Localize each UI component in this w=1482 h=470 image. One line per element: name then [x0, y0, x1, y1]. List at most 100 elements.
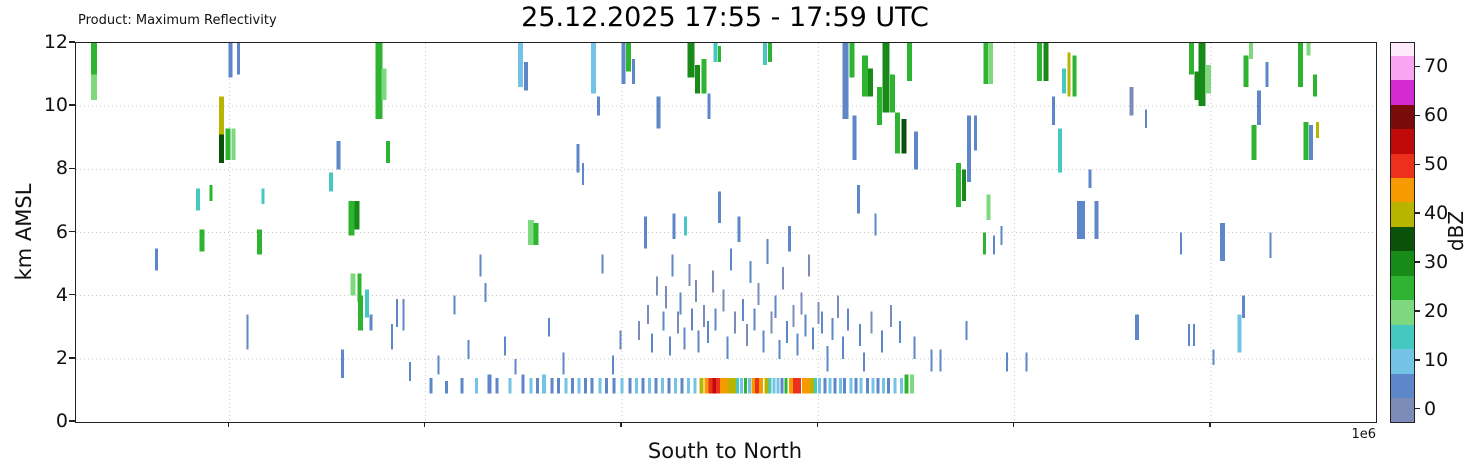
colorbar-segment — [1391, 153, 1414, 178]
reflectivity-bar — [1198, 43, 1206, 107]
reflectivity-bar — [697, 330, 700, 353]
reflectivity-bar — [722, 289, 725, 312]
reflectivity-bar — [1220, 223, 1226, 261]
reflectivity-bar — [155, 248, 159, 271]
colorbar — [1390, 42, 1415, 423]
reflectivity-bar — [986, 194, 991, 220]
reflectivity-bar — [694, 65, 700, 94]
reflectivity-bar — [381, 68, 387, 100]
reflectivity-bar — [1316, 122, 1319, 138]
reflectivity-bar — [852, 115, 857, 160]
reflectivity-bar — [584, 377, 588, 394]
reflectivity-bar — [460, 377, 464, 394]
reflectivity-bar — [467, 339, 470, 359]
reflectivity-bar — [429, 377, 433, 394]
reflectivity-bar — [778, 339, 781, 359]
colorbar-segment — [1391, 55, 1414, 81]
y-tick-label: 8 — [55, 157, 68, 180]
reflectivity-bar — [261, 188, 265, 205]
colorbar-segment — [1391, 373, 1414, 399]
reflectivity-bar — [665, 286, 668, 309]
reflectivity-bar — [246, 314, 249, 350]
reflectivity-bar — [786, 320, 789, 343]
reflectivity-bar — [747, 377, 751, 394]
reflectivity-bar — [445, 380, 448, 394]
reflectivity-bar — [712, 270, 714, 293]
x-tick-mark — [424, 422, 426, 427]
reflectivity-bar — [1212, 349, 1215, 366]
reflectivity-bar — [1193, 324, 1195, 347]
reflectivity-bar — [755, 377, 760, 394]
reflectivity-bar — [91, 43, 98, 75]
reflectivity-bar — [660, 377, 664, 394]
product-label: Product: Maximum Reflectivity — [78, 13, 277, 28]
x-axis-label: South to North — [647, 439, 803, 463]
reflectivity-bar — [673, 377, 677, 394]
reflectivity-bar — [1180, 232, 1182, 255]
reflectivity-bar — [523, 61, 528, 91]
reflectivity-bar — [887, 377, 890, 394]
reflectivity-bar — [823, 377, 827, 394]
reflectivity-bar — [796, 377, 801, 394]
reflectivity-bar — [893, 377, 897, 394]
reflectivity-bar — [716, 377, 721, 394]
reflectivity-bar — [556, 377, 560, 394]
reflectivity-bar — [1067, 52, 1071, 97]
y-tick-mark — [69, 293, 75, 296]
reflectivity-bar — [1000, 226, 1003, 246]
reflectivity-bar — [1058, 128, 1063, 173]
reflectivity-bar — [762, 330, 765, 353]
x-tick-mark — [620, 422, 622, 427]
reflectivity-bar — [621, 43, 626, 85]
reflectivity-bar — [1062, 68, 1066, 94]
reflectivity-bar — [676, 311, 679, 334]
reflectivity-bar — [836, 295, 839, 318]
reflectivity-plot-canvas — [76, 43, 1376, 422]
reflectivity-bar — [726, 336, 729, 359]
reflectivity-bar — [895, 112, 901, 154]
reflectivity-bar — [782, 267, 785, 290]
reflectivity-bar — [390, 324, 393, 350]
reflectivity-bar — [809, 377, 814, 394]
reflectivity-bar — [854, 377, 858, 394]
reflectivity-bar — [802, 377, 806, 394]
reflectivity-bar — [341, 349, 344, 378]
reflectivity-bar — [91, 74, 98, 100]
reflectivity-bar — [582, 163, 584, 186]
reflectivity-bar — [219, 96, 225, 135]
colorbar-tick-label: 70 — [1424, 55, 1449, 78]
reflectivity-bar — [849, 377, 853, 394]
reflectivity-bar — [745, 324, 748, 347]
reflectivity-bar — [1052, 96, 1056, 126]
reflectivity-bar — [800, 292, 803, 315]
colorbar-tick-mark — [1415, 310, 1420, 312]
reflectivity-bar — [1094, 200, 1099, 239]
reflectivity-bar — [776, 377, 780, 394]
y-tick-mark — [69, 104, 75, 106]
reflectivity-bar — [691, 308, 694, 331]
reflectivity-bar — [812, 327, 815, 350]
reflectivity-bar — [736, 377, 740, 394]
reflectivity-bar — [749, 260, 752, 283]
reflectivity-bar — [870, 311, 873, 334]
plot-area — [75, 42, 1377, 423]
reflectivity-bar — [774, 295, 777, 318]
reflectivity-bar — [369, 314, 373, 331]
reflectivity-bar — [671, 254, 674, 277]
reflectivity-bar — [744, 377, 747, 394]
reflectivity-bar — [686, 377, 690, 394]
reflectivity-bar — [521, 374, 525, 394]
reflectivity-bar — [548, 317, 551, 337]
reflectivity-bar — [833, 377, 837, 394]
reflectivity-bar — [730, 248, 733, 271]
reflectivity-bar — [842, 43, 849, 119]
reflectivity-bar — [684, 216, 688, 236]
reflectivity-bar — [913, 131, 918, 170]
x-tick-mark — [1012, 422, 1015, 427]
reflectivity-bar — [789, 377, 793, 394]
reflectivity-bar — [669, 336, 672, 356]
reflectivity-bar — [842, 336, 844, 359]
reflectivity-bar — [529, 377, 533, 394]
x-tick-mark — [1209, 422, 1211, 427]
colorbar-segment — [1391, 324, 1414, 350]
